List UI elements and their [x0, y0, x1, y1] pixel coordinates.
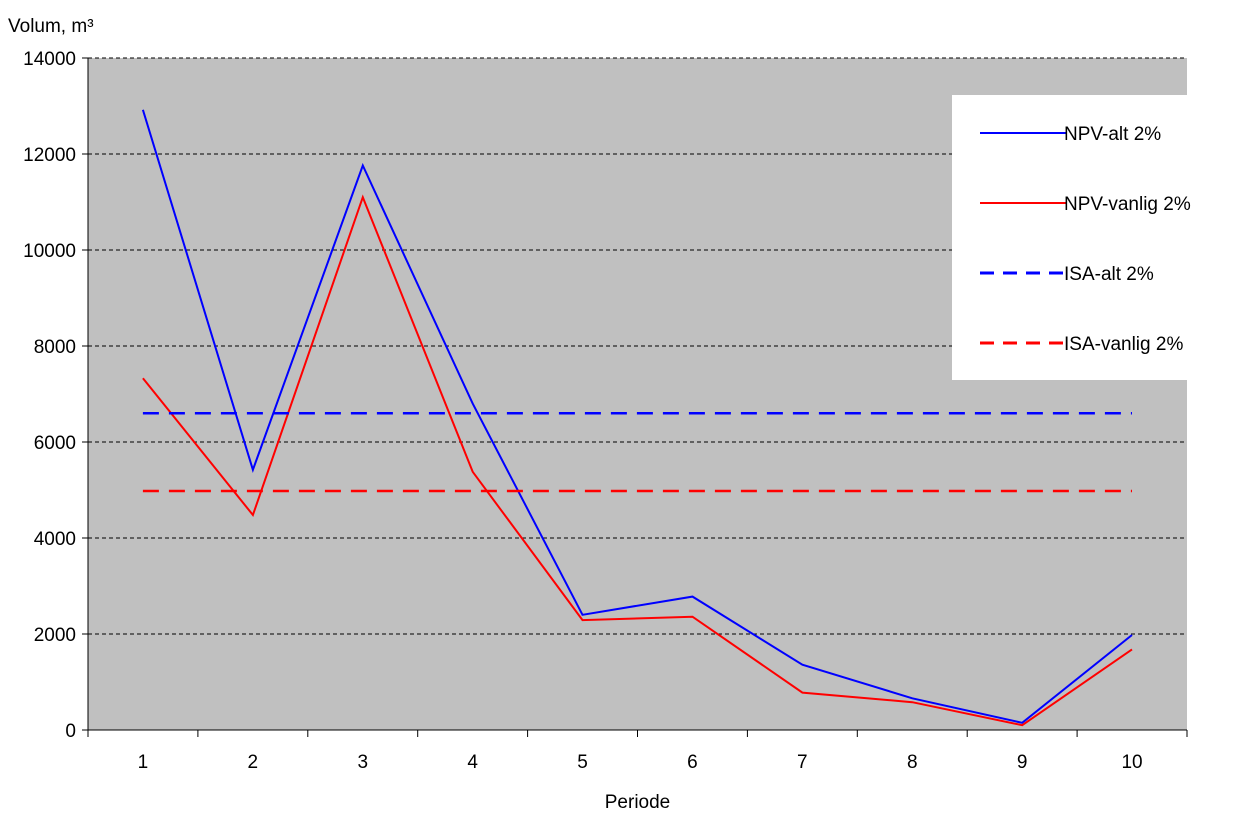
y-axis-title: Volum, m³ — [8, 16, 94, 37]
legend: NPV-alt 2% NPV-vanlig 2% ISA-alt 2% ISA-van… — [952, 95, 1230, 380]
y-tick-label: 2000 — [34, 625, 76, 646]
legend-label-3: ISA-alt 2% — [1064, 264, 1154, 285]
legend-label-2: NPV-vanlig 2% — [1064, 194, 1191, 215]
series-lines — [141, 109, 1133, 727]
y-tick-label: 6000 — [34, 433, 76, 454]
y-tick-label: 10000 — [23, 241, 76, 262]
y-tick-label: 4000 — [34, 529, 76, 550]
x-tick-label: 2 — [248, 752, 259, 773]
series-line-2 — [142, 194, 1133, 727]
x-tick-label: 4 — [467, 752, 478, 773]
legend-label-4: ISA-vanlig 2% — [1064, 334, 1183, 355]
x-tick-label: 3 — [357, 752, 368, 773]
y-tick-label: 12000 — [23, 145, 76, 166]
y-tick-label: 14000 — [23, 49, 76, 70]
gridlines — [88, 57, 1187, 635]
y-axis-ticks: 0 2000 4000 6000 8000 10000 12000 14000 — [23, 49, 88, 742]
legend-label-1: NPV-alt 2% — [1064, 124, 1161, 145]
x-tick-label: 7 — [797, 752, 808, 773]
y-tick-label: 0 — [65, 721, 76, 742]
x-tick-label: 6 — [687, 752, 698, 773]
x-tick-label: 5 — [577, 752, 588, 773]
x-axis-title: Periode — [605, 792, 671, 813]
series-line-1 — [141, 109, 1133, 724]
x-tick-label: 10 — [1121, 752, 1142, 773]
x-tick-label: 9 — [1017, 752, 1028, 773]
y-tick-label: 8000 — [34, 337, 76, 358]
x-tick-label: 1 — [138, 752, 149, 773]
legend-box — [952, 95, 1230, 380]
x-tick-label: 8 — [907, 752, 918, 773]
x-axis-ticks: 1 2 3 4 5 6 7 8 9 10 — [87, 730, 1188, 773]
